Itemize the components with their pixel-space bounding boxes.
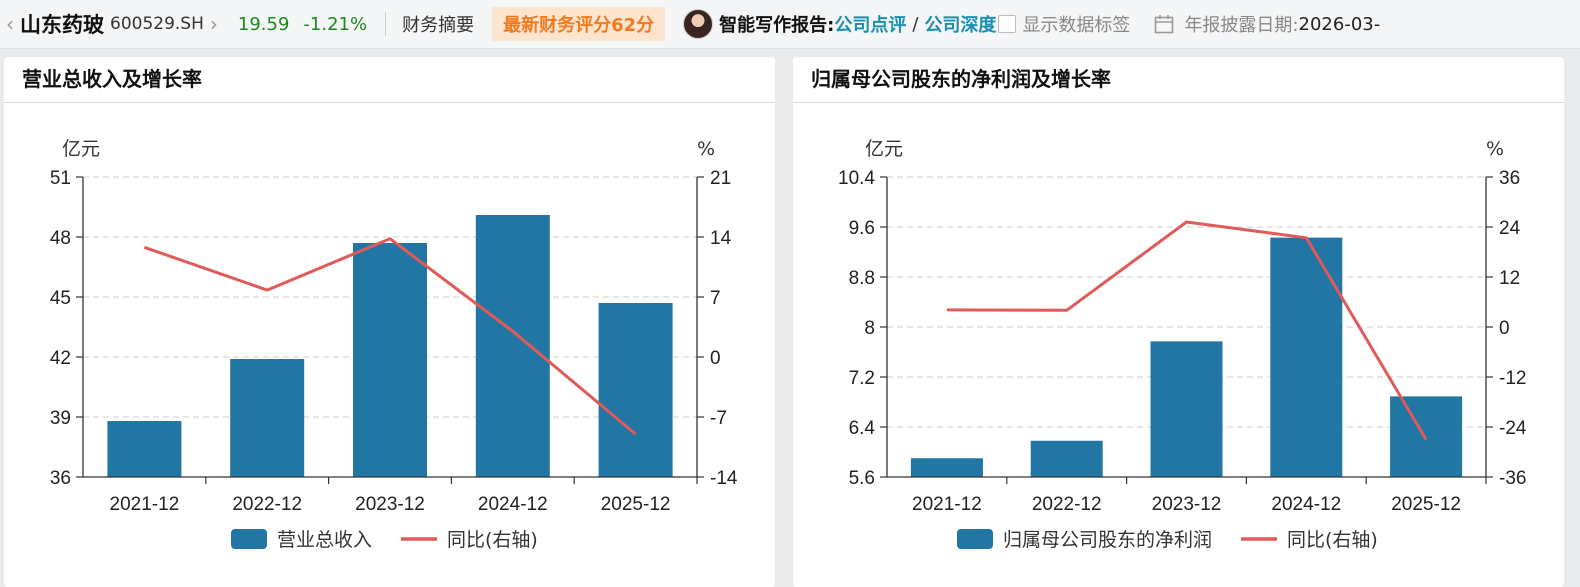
left-tick-label: 6.4	[849, 418, 876, 439]
disclosure-date-value: 2026-03-	[1298, 13, 1381, 35]
left-tick-label: 39	[50, 408, 71, 429]
top-bar: ‹ 山东药玻 600529.SH › 19.59 -1.21% 财务摘要 最新财…	[0, 0, 1580, 49]
stock-price: 19.59	[237, 13, 290, 35]
left-tick-label: 8.8	[849, 268, 875, 289]
x-tick-label: 2021-12	[110, 494, 180, 515]
bar	[1030, 440, 1103, 477]
ai-report-label: 智能写作报告:	[719, 15, 835, 36]
x-tick-label: 2023-12	[1152, 494, 1222, 515]
financial-summary-tab[interactable]: 财务摘要	[402, 15, 475, 36]
legend-bar-label: 营业总收入	[277, 529, 372, 551]
x-tick-label: 2022-12	[232, 494, 302, 515]
company-depth-link[interactable]: 公司深度	[924, 15, 997, 36]
disclosure-date-label: 年报披露日期:	[1184, 15, 1299, 36]
yoy-line	[143, 237, 637, 436]
net-profit-panel: 归属母公司股东的净利润及增长率 亿元% 10.4 36 9.6 24 8.8 12 8 0 7.2…	[793, 57, 1564, 587]
right-tick-label: 7	[710, 288, 721, 309]
show-data-labels-label[interactable]: 显示数据标签	[1022, 15, 1131, 36]
net-profit-panel-title: 归属母公司股东的净利润及增长率	[793, 57, 1564, 103]
revenue-panel: 营业总收入及增长率 亿元% 51 21 48 14 45 7 42 0 39 -7 36 -14 2021…	[4, 57, 775, 587]
x-tick-label: 2022-12	[1032, 494, 1102, 515]
right-tick-label: 14	[710, 228, 732, 249]
ai-avatar	[683, 9, 714, 39]
left-tick-label: 45	[50, 288, 71, 309]
calendar-icon	[1155, 15, 1174, 34]
legend-bar-label: 归属母公司股东的净利润	[1003, 529, 1212, 551]
right-axis-unit: %	[1486, 138, 1504, 160]
bar	[230, 359, 305, 477]
left-tick-label: 9.6	[849, 218, 875, 239]
legend-line-label: 同比(右轴)	[1287, 529, 1378, 551]
left-axis-unit: 亿元	[865, 138, 903, 160]
bar	[1150, 341, 1223, 477]
yoy-line	[946, 220, 1428, 441]
right-tick-label: -14	[710, 468, 738, 489]
right-tick-label: -36	[1499, 468, 1526, 489]
left-tick-label: 8	[864, 318, 875, 339]
left-tick-label: 42	[50, 348, 71, 369]
divider	[385, 12, 387, 36]
right-tick-label: 36	[1499, 168, 1520, 189]
bar	[475, 215, 550, 477]
right-tick-label: 0	[1499, 318, 1510, 339]
revenue-panel-title: 营业总收入及增长率	[4, 57, 775, 103]
bar	[910, 458, 983, 477]
x-tick-label: 2024-12	[1271, 494, 1341, 515]
bar	[1270, 237, 1343, 477]
right-tick-label: -24	[1499, 418, 1527, 439]
left-tick-label: 10.4	[838, 168, 875, 189]
bar	[353, 243, 427, 477]
financial-score-badge[interactable]: 最新财务评分62分	[492, 7, 666, 41]
revenue-chart: 亿元 % 51 21 48 14 45 7 42 0 39 -7 36 -14 2021-12 2022-12…	[50, 138, 738, 551]
chevron-left-icon[interactable]: ‹	[6, 12, 14, 36]
left-axis-unit: 亿元	[62, 138, 100, 160]
right-tick-label: -7	[710, 408, 727, 429]
right-tick-label: -12	[1499, 368, 1526, 389]
bar	[107, 421, 182, 477]
show-data-labels-checkbox[interactable]	[998, 15, 1017, 33]
chevron-right-icon[interactable]: ›	[209, 12, 218, 36]
stock-code: 600529.SH	[110, 14, 204, 34]
x-tick-label: 2024-12	[478, 494, 548, 515]
right-tick-label: 24	[1499, 218, 1521, 239]
left-tick-label: 48	[50, 228, 71, 249]
company-review-link[interactable]: 公司点评	[834, 15, 907, 36]
right-tick-label: 21	[710, 168, 731, 189]
legend-line-label: 同比(右轴)	[447, 529, 538, 551]
left-tick-label: 36	[50, 468, 71, 489]
price-change: -1.21%	[303, 13, 368, 35]
legend-bar-swatch	[231, 529, 267, 549]
left-tick-label: 51	[50, 168, 71, 189]
bar	[598, 303, 673, 477]
stock-name: 山东药玻	[20, 13, 104, 37]
left-tick-label: 5.6	[849, 468, 875, 489]
link-separator: /	[912, 13, 919, 35]
x-tick-label: 2025-12	[1391, 494, 1461, 515]
x-tick-label: 2021-12	[912, 494, 982, 515]
right-axis-unit: %	[697, 138, 715, 160]
left-tick-label: 7.2	[849, 368, 875, 389]
x-tick-label: 2023-12	[355, 494, 425, 515]
right-tick-label: 0	[710, 348, 721, 369]
x-tick-label: 2025-12	[601, 494, 671, 515]
right-tick-label: 12	[1499, 268, 1520, 289]
legend-bar-swatch	[957, 529, 993, 549]
net-profit-chart: 亿元 % 10.4 36 9.6 24 8.8 12 8 0 7.2 -12 6.4 -24 5.6 -36 2…	[838, 138, 1527, 551]
